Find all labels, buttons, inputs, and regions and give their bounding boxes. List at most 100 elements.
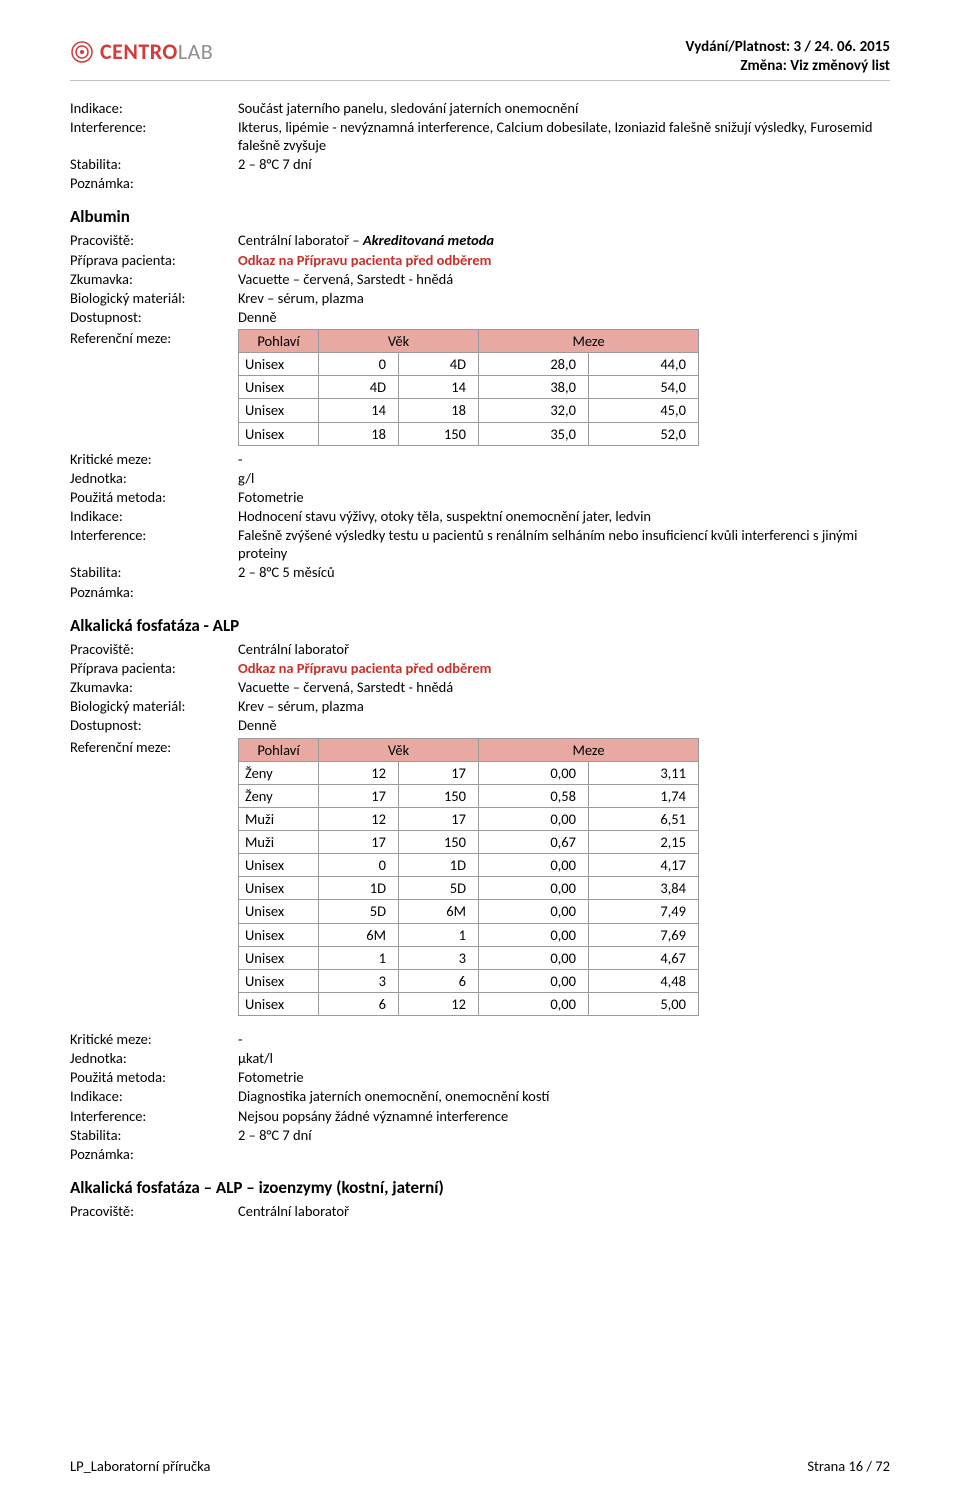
cell: 5,00 bbox=[589, 992, 699, 1015]
cell: 0,00 bbox=[479, 992, 589, 1015]
table-row: Ženy12170,003,11 bbox=[239, 761, 699, 784]
cell: 18 bbox=[319, 422, 399, 445]
table-wrap: Pohlaví Věk Meze Ženy12170,003,11Ženy171… bbox=[238, 736, 699, 1019]
value-link[interactable]: Odkaz na Přípravu pacienta před odběrem bbox=[238, 659, 890, 677]
label: Příprava pacienta: bbox=[70, 251, 238, 269]
cell: 38,0 bbox=[479, 376, 589, 399]
table-row: Muži12170,006,51 bbox=[239, 807, 699, 830]
value: Fotometrie bbox=[238, 488, 890, 506]
value: Diagnostika jaterních onemocnění, onemoc… bbox=[238, 1087, 890, 1105]
cell: Unisex bbox=[239, 376, 319, 399]
label: Jednotka: bbox=[70, 469, 238, 487]
th-meze: Meze bbox=[479, 738, 699, 761]
th-pohlavi: Pohlaví bbox=[239, 738, 319, 761]
cell: Unisex bbox=[239, 900, 319, 923]
footer-right: Strana 16 / 72 bbox=[807, 1457, 890, 1475]
table-row: Unisex6M10,007,69 bbox=[239, 923, 699, 946]
value: Vacuette – červená, Sarstedt - hnědá bbox=[238, 678, 890, 696]
cell: Unisex bbox=[239, 399, 319, 422]
value: - bbox=[238, 1030, 890, 1048]
row-pracoviste-alp-iso: Pracoviště: Centrální laboratoř bbox=[70, 1202, 890, 1220]
value: Falešně zvýšené výsledky testu u pacient… bbox=[238, 526, 890, 562]
cell: 54,0 bbox=[589, 376, 699, 399]
label: Poznámka: bbox=[70, 1145, 238, 1163]
row-stabilita-alp: Stabilita: 2 – 8°C 7 dní bbox=[70, 1126, 890, 1144]
label: Poznámka: bbox=[70, 583, 238, 601]
cell: 1D bbox=[399, 854, 479, 877]
value: Centrální laboratoř – Akreditovaná metod… bbox=[238, 231, 890, 249]
change-label: Změna: Viz změnový list bbox=[686, 57, 890, 76]
cell: 28,0 bbox=[479, 353, 589, 376]
cell: 4,17 bbox=[589, 854, 699, 877]
value: Fotometrie bbox=[238, 1068, 890, 1086]
logo-icon bbox=[70, 40, 94, 64]
cell: Unisex bbox=[239, 923, 319, 946]
row-kritik: Kritické meze: - bbox=[70, 450, 890, 468]
row-dostup: Dostupnost: Denně bbox=[70, 308, 890, 326]
cell: 0,00 bbox=[479, 900, 589, 923]
row-jednotka: Jednotka: g/l bbox=[70, 469, 890, 487]
label: Interference: bbox=[70, 118, 238, 154]
value: Krev – sérum, plazma bbox=[238, 289, 890, 307]
value: Nejsou popsány žádné významné interferen… bbox=[238, 1107, 890, 1125]
row-stabilita2: Stabilita: 2 – 8°C 5 měsíců bbox=[70, 563, 890, 581]
page-footer: LP_Laboratorní příručka Strana 16 / 72 bbox=[70, 1457, 890, 1475]
cell: 6M bbox=[399, 900, 479, 923]
cell: 14 bbox=[399, 376, 479, 399]
value: 2 – 8°C 7 dní bbox=[238, 155, 890, 173]
value: Denně bbox=[238, 308, 890, 326]
row-poznamka-alp: Poznámka: bbox=[70, 1145, 890, 1163]
cell: 150 bbox=[399, 784, 479, 807]
label: Kritické meze: bbox=[70, 450, 238, 468]
table-row: Unisex360,004,48 bbox=[239, 969, 699, 992]
cell: 0 bbox=[319, 854, 399, 877]
logo-red: CENTRO bbox=[100, 38, 178, 65]
label: Referenční meze: bbox=[70, 327, 238, 448]
value: Ikterus, lipémie - nevýznamná interferen… bbox=[238, 118, 890, 154]
cell: 5D bbox=[399, 877, 479, 900]
cell: 4D bbox=[319, 376, 399, 399]
cell: 17 bbox=[399, 807, 479, 830]
table-row: Unisex4D1438,054,0 bbox=[239, 376, 699, 399]
cell: 0,00 bbox=[479, 969, 589, 992]
cell: 1D bbox=[319, 877, 399, 900]
cell: 1 bbox=[319, 946, 399, 969]
label: Pracoviště: bbox=[70, 231, 238, 249]
value: 2 – 8°C 7 dní bbox=[238, 1126, 890, 1144]
cell: 4D bbox=[399, 353, 479, 376]
cell: 6M bbox=[319, 923, 399, 946]
cell: 17 bbox=[399, 761, 479, 784]
cell: 0,00 bbox=[479, 854, 589, 877]
row-biomat: Biologický materiál: Krev – sérum, plazm… bbox=[70, 289, 890, 307]
cell: 1,74 bbox=[589, 784, 699, 807]
value-link[interactable]: Odkaz na Přípravu pacienta před odběrem bbox=[238, 251, 890, 269]
cell: 6 bbox=[319, 992, 399, 1015]
cell: 150 bbox=[399, 422, 479, 445]
cell: 0,58 bbox=[479, 784, 589, 807]
ref-table-albumin: Pohlaví Věk Meze Unisex04D28,044,0Unisex… bbox=[238, 329, 699, 446]
ref-table-alp: Pohlaví Věk Meze Ženy12170,003,11Ženy171… bbox=[238, 738, 699, 1017]
value bbox=[238, 1145, 890, 1163]
label: Kritické meze: bbox=[70, 1030, 238, 1048]
row-ref-meze: Referenční meze: Pohlaví Věk Meze Unisex… bbox=[70, 327, 890, 448]
cell: 7,49 bbox=[589, 900, 699, 923]
value: Vacuette – červená, Sarstedt - hnědá bbox=[238, 270, 890, 288]
table-wrap: Pohlaví Věk Meze Unisex04D28,044,0Unisex… bbox=[238, 327, 699, 448]
table-row: Unisex5D6M0,007,49 bbox=[239, 900, 699, 923]
cell: 4,67 bbox=[589, 946, 699, 969]
cell: Unisex bbox=[239, 969, 319, 992]
row-indikace2: Indikace: Hodnocení stavu výživy, otoky … bbox=[70, 507, 890, 525]
row-priprava-alp: Příprava pacienta: Odkaz na Přípravu pac… bbox=[70, 659, 890, 677]
row-poznamka: Poznámka: bbox=[70, 174, 890, 192]
row-metoda: Použitá metoda: Fotometrie bbox=[70, 488, 890, 506]
table-row: Unisex130,004,67 bbox=[239, 946, 699, 969]
th-meze: Meze bbox=[479, 330, 699, 353]
cell: 0,67 bbox=[479, 831, 589, 854]
cell: Muži bbox=[239, 807, 319, 830]
row-stabilita: Stabilita: 2 – 8°C 7 dní bbox=[70, 155, 890, 173]
cell: 7,69 bbox=[589, 923, 699, 946]
label: Referenční meze: bbox=[70, 736, 238, 1019]
logo-grey: LAB bbox=[178, 38, 213, 65]
section-title-alp: Alkalická fosfatáza - ALP bbox=[70, 615, 890, 636]
value: Denně bbox=[238, 716, 890, 734]
